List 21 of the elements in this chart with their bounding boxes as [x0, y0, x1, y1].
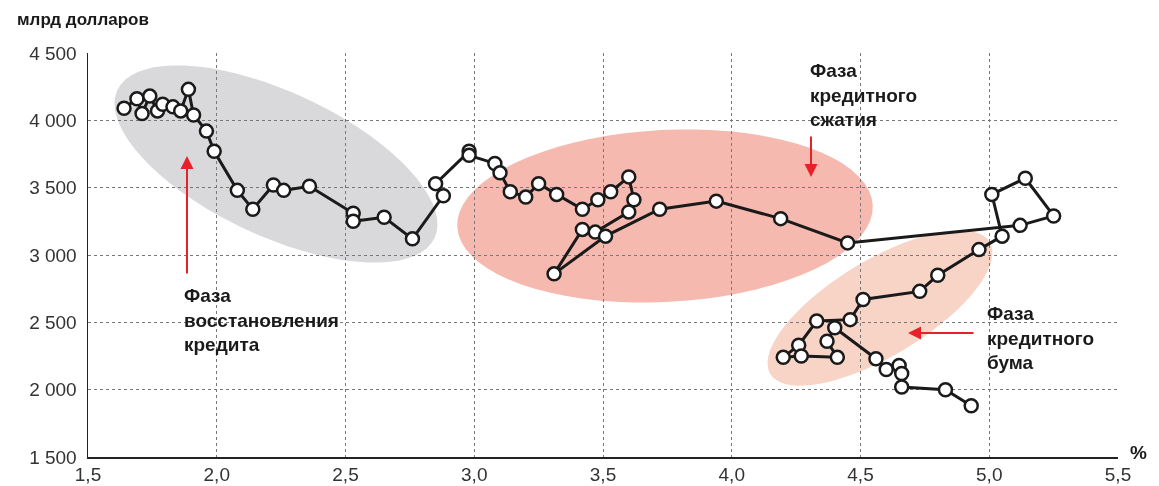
x-tick-label: 5,0 [976, 464, 1003, 486]
annotation: Фаза кредитного бума [987, 303, 1095, 374]
y-tick-label: 4 000 [29, 109, 77, 131]
y-tick-label: 2 500 [29, 311, 77, 333]
annotation: Фаза восстановления кредита [184, 285, 339, 356]
annotation: Фаза кредитного сжатия [810, 60, 918, 131]
x-tick-label: 5,5 [1104, 464, 1132, 486]
y-tick-label: 1 500 [29, 446, 77, 468]
x-tick-label: 2,5 [332, 464, 359, 486]
y-tick-label: 3 500 [29, 177, 77, 199]
y-tick-label: 4 500 [29, 42, 77, 64]
y-tick-label: 2 000 [29, 379, 77, 401]
x-tick-label: 2,0 [203, 464, 230, 486]
y-tick-label: 3 000 [29, 244, 77, 266]
x-tick-label: 3,0 [461, 464, 488, 486]
x-tick-label: 1,5 [74, 464, 102, 486]
y-axis-title: млрд долларов [17, 10, 149, 29]
x-axis-title: % [1130, 442, 1147, 463]
x-tick-label: 4,0 [718, 464, 745, 486]
x-tick-label: 3,5 [589, 464, 617, 486]
x-tick-label: 4,5 [847, 464, 874, 486]
